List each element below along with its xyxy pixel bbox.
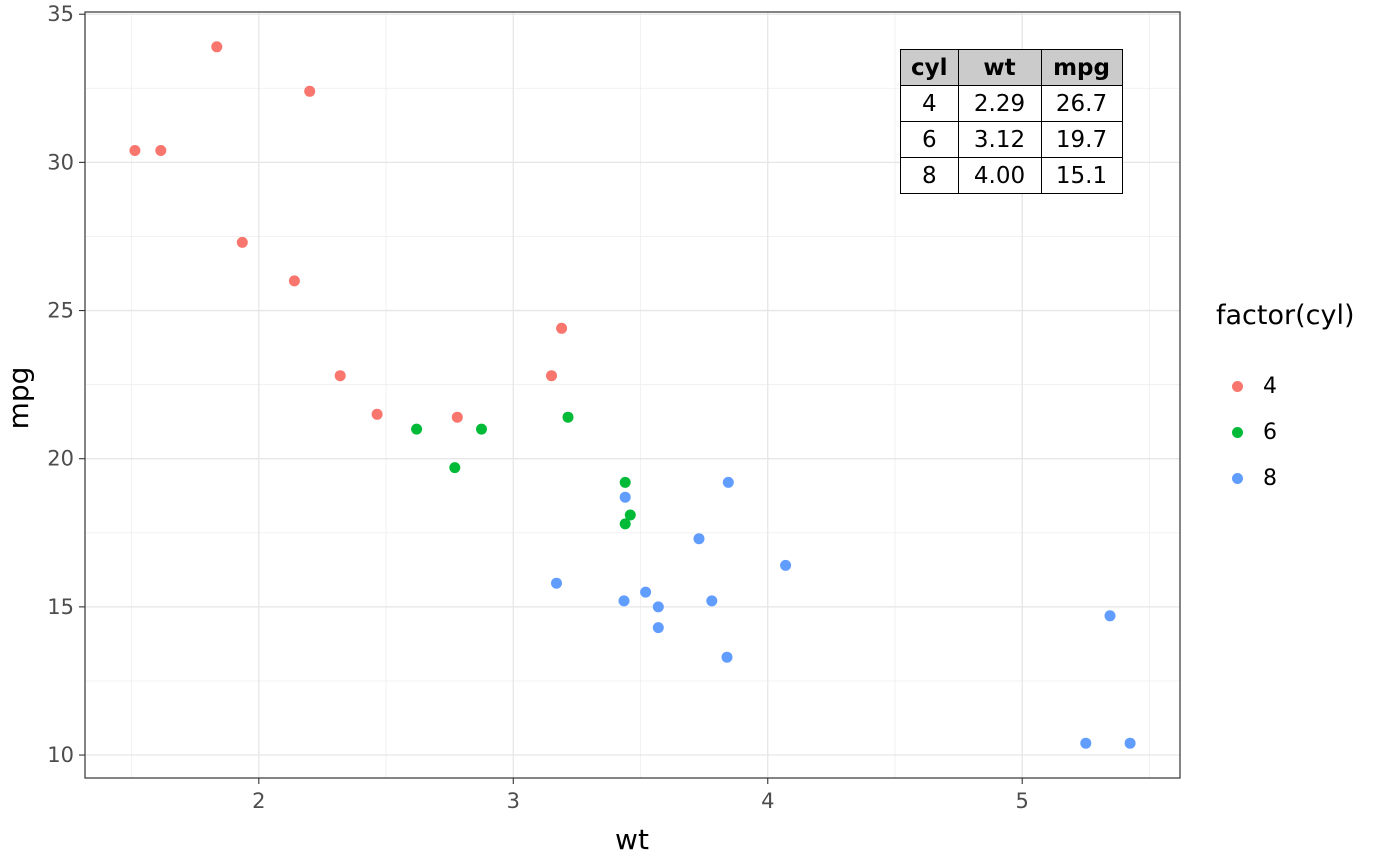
data-point-cyl-8 — [1104, 610, 1116, 622]
data-point-cyl-4 — [451, 411, 463, 423]
data-point-cyl-8 — [551, 577, 562, 589]
table-cell: 3.12 — [957, 121, 1042, 158]
x-tick-label: 3 — [507, 789, 520, 813]
data-point-cyl-4 — [288, 275, 300, 287]
data-point-cyl-8 — [693, 533, 705, 545]
summary-table-grid: cyl wt mpg 4 2.29 26.7 6 3.12 19.7 8 4.00 15.1 — [900, 49, 1123, 194]
table-header-mpg: mpg — [1040, 49, 1123, 86]
data-point-cyl-4 — [129, 145, 141, 156]
table-header-wt: wt — [957, 49, 1042, 86]
x-tick-label: 2 — [252, 789, 265, 813]
data-point-cyl-4 — [334, 370, 346, 382]
legend-item-6: 6 — [1216, 417, 1355, 447]
legend-items: 4 6 8 — [1216, 371, 1355, 493]
data-point-cyl-8 — [618, 595, 630, 607]
table-cell: 8 — [900, 157, 959, 194]
data-point-cyl-8 — [722, 476, 734, 488]
table-row: 6 3.12 19.7 — [900, 121, 1123, 158]
legend-key-dot — [1232, 472, 1243, 484]
axis-tick-labels: 2 3 4 5 10 15 20 25 30 35 — [47, 2, 1029, 813]
data-point-cyl-6 — [449, 462, 461, 474]
legend-item-label: 4 — [1263, 373, 1277, 399]
data-point-cyl-4 — [304, 85, 316, 97]
data-point-cyl-4 — [155, 145, 167, 156]
data-point-cyl-8 — [640, 586, 652, 598]
data-point-cyl-8 — [780, 559, 792, 571]
legend-item-label: 8 — [1263, 465, 1277, 491]
y-tick-label: 25 — [47, 299, 74, 323]
legend-key-dot — [1232, 426, 1243, 438]
y-axis-title: mpg — [2, 367, 35, 430]
table-cell: 6 — [900, 121, 959, 158]
y-tick-label: 35 — [47, 2, 74, 26]
table-cell: 4.00 — [957, 157, 1042, 194]
data-point-cyl-8 — [652, 601, 664, 613]
table-cell: 15.1 — [1040, 157, 1123, 194]
x-tick-label: 5 — [1016, 789, 1029, 813]
y-tick-label: 30 — [47, 150, 74, 174]
legend-key-dot — [1232, 380, 1243, 392]
table-cell: 26.7 — [1040, 85, 1123, 122]
table-header-row: cyl wt mpg — [900, 49, 1123, 86]
data-point-cyl-6 — [562, 411, 574, 423]
data-point-cyl-6 — [619, 476, 631, 488]
data-point-cyl-6 — [624, 509, 636, 521]
data-point-cyl-4 — [236, 236, 248, 248]
table-row: 8 4.00 15.1 — [900, 157, 1123, 194]
table-header-cyl: cyl — [900, 49, 959, 86]
data-point-cyl-4 — [211, 41, 223, 53]
data-point-cyl-8 — [1080, 737, 1092, 749]
table-cell: 2.29 — [957, 85, 1042, 122]
table-row: 4 2.29 26.7 — [900, 85, 1123, 122]
grid-major — [85, 12, 1180, 778]
table-cell: 4 — [900, 85, 959, 122]
table-cell: 19.7 — [1040, 121, 1123, 158]
data-point-cyl-6 — [619, 518, 631, 530]
y-tick-label: 10 — [47, 743, 74, 767]
y-tick-label: 15 — [47, 595, 74, 619]
data-point-cyl-4 — [546, 370, 557, 382]
data-points — [129, 41, 1136, 749]
data-point-cyl-8 — [706, 595, 718, 607]
summary-table: cyl wt mpg 4 2.29 26.7 6 3.12 19.7 8 4.00 15.1 — [900, 49, 1123, 194]
legend-title: factor(cyl) — [1216, 300, 1355, 331]
legend-item-4: 4 — [1216, 371, 1355, 401]
data-point-cyl-8 — [721, 651, 733, 663]
data-point-cyl-4 — [556, 322, 568, 334]
y-tick-label: 20 — [47, 447, 74, 471]
data-point-cyl-8 — [652, 622, 664, 634]
data-point-cyl-6 — [411, 423, 423, 435]
axis-ticks — [79, 13, 1023, 784]
legend-item-8: 8 — [1216, 463, 1355, 493]
x-tick-label: 4 — [761, 789, 774, 813]
data-point-cyl-8 — [619, 491, 631, 503]
data-point-cyl-4 — [371, 408, 383, 420]
panel-border — [84, 11, 1181, 779]
x-axis-title: wt — [615, 823, 649, 856]
data-point-cyl-6 — [476, 423, 487, 435]
data-point-cyl-8 — [1124, 737, 1136, 749]
legend: factor(cyl) 4 6 8 — [1216, 300, 1355, 509]
legend-item-label: 6 — [1263, 419, 1277, 445]
